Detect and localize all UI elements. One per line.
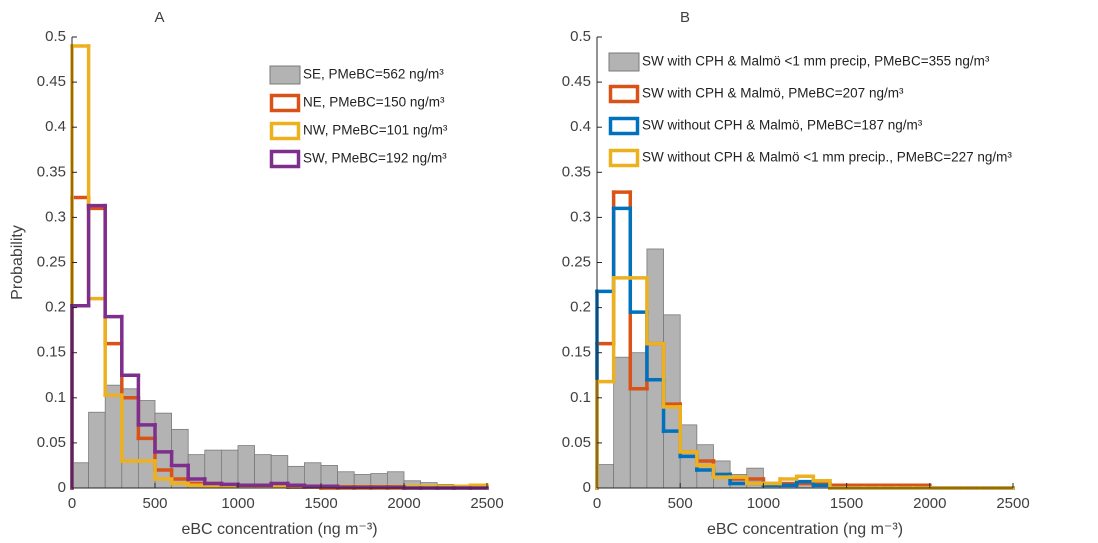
bar (121, 388, 139, 489)
legend-label: SW with CPH & Malmö <1 mm precip, PMeBC=… (642, 54, 990, 69)
y-tick-label: 0.15 (37, 344, 66, 361)
y-tick-label: 0.05 (562, 434, 591, 451)
x-tick-label: 0 (593, 495, 601, 512)
x-axis-label: eBC concentration (ng m⁻³) (707, 521, 903, 538)
x-tick-label: 500 (142, 495, 167, 512)
y-tick-label: 0.2 (570, 299, 591, 316)
y-tick-label: 0.4 (570, 118, 591, 135)
legend-swatch (269, 93, 301, 113)
panel-label: A (154, 9, 164, 26)
y-tick-label: 0.5 (570, 28, 591, 45)
x-tick-label: 1500 (304, 495, 337, 512)
y-tick-label: 0.25 (37, 253, 66, 270)
y-tick-label: 0.3 (570, 208, 591, 225)
y-tick-label: 0 (583, 479, 591, 496)
panel-label: B (680, 9, 690, 26)
y-tick-label: 0.1 (45, 389, 66, 406)
y-axis-label: Probability (9, 225, 26, 300)
y-tick-label: 0.45 (37, 73, 66, 90)
y-tick-label: 0.2 (45, 299, 66, 316)
legend-swatch (608, 84, 640, 104)
x-tick-label: 1500 (830, 495, 863, 512)
y-tick-label: 0.3 (45, 208, 66, 225)
legend-label: SW with CPH & Malmö, PMeBC=207 ng/m³ (642, 86, 904, 101)
legend-label: NE, PMeBC=150 ng/m³ (303, 95, 445, 110)
x-tick-label: 2000 (913, 495, 946, 512)
legend-swatch (608, 148, 640, 168)
bar (71, 462, 90, 489)
bar (303, 462, 322, 489)
legend-label: SE, PMeBC=562 ng/m³ (303, 67, 444, 82)
bar (237, 445, 256, 489)
legend-swatch (608, 116, 640, 136)
legend-label: SW without CPH & Malmö, PMeBC=187 ng/m³ (642, 118, 923, 133)
bar (613, 356, 631, 489)
bar (254, 454, 272, 489)
x-tick-label: 2000 (387, 495, 420, 512)
legend-swatch (269, 65, 301, 85)
y-tick-label: 0.05 (37, 434, 66, 451)
bar (88, 411, 106, 489)
y-tick-label: 0 (58, 479, 66, 496)
bar (663, 314, 681, 489)
x-tick-label: 0 (68, 495, 76, 512)
x-tick-label: 2500 (996, 495, 1029, 512)
x-tick-label: 1000 (221, 495, 254, 512)
bar (104, 384, 123, 489)
x-tick-label: 2500 (470, 495, 503, 512)
y-tick-label: 0.15 (562, 344, 591, 361)
x-axis-label: eBC concentration (ng m⁻³) (181, 521, 377, 538)
legend-swatch (269, 149, 301, 169)
legend-label: SW, PMeBC=192 ng/m³ (303, 151, 447, 166)
y-tick-label: 0.35 (562, 163, 591, 180)
bar (646, 248, 664, 489)
bar (596, 464, 615, 489)
legend-label: SW without CPH & Malmö <1 mm precip., PM… (642, 150, 1012, 165)
bar (629, 352, 648, 489)
legend-swatch (608, 52, 640, 72)
y-tick-label: 0.4 (45, 118, 66, 135)
legend-label: NW, PMeBC=101 ng/m³ (303, 123, 448, 138)
bar (220, 449, 239, 489)
y-tick-label: 0.1 (570, 389, 591, 406)
x-tick-label: 500 (668, 495, 693, 512)
bar (137, 400, 156, 489)
legend-swatch (269, 121, 301, 141)
x-tick-label: 1000 (747, 495, 780, 512)
y-tick-label: 0.5 (45, 28, 66, 45)
y-tick-label: 0.45 (562, 73, 591, 90)
y-tick-label: 0.25 (562, 253, 591, 270)
y-tick-label: 0.35 (37, 163, 66, 180)
